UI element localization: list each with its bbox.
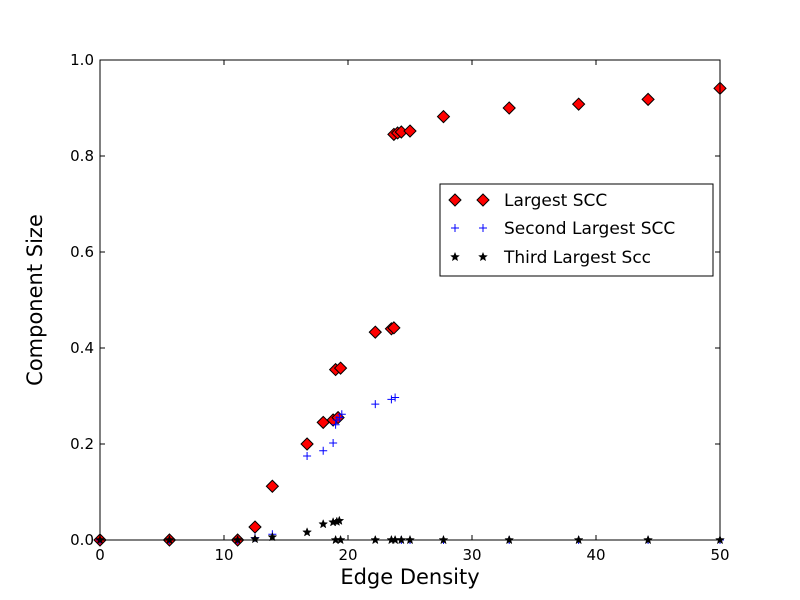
x-tick-label: 30 [462, 546, 481, 564]
plot-frame [99, 59, 721, 541]
x-tick-label: 50 [710, 546, 729, 564]
x-tick-label: 10 [214, 546, 233, 564]
y-tick-label: 0.0 [70, 531, 94, 549]
x-tick-label: 40 [586, 546, 605, 564]
legend-marker [450, 251, 460, 262]
data-point [302, 527, 313, 537]
data-point [334, 515, 345, 526]
y-tick-label: 0.8 [70, 147, 94, 165]
legend-label-third-largest-scc: Third Largest Scc [503, 248, 651, 268]
data-layer [93, 81, 727, 547]
data-point [300, 437, 314, 451]
data-point [333, 361, 348, 375]
legend-markers [448, 193, 490, 262]
legend-marker [451, 224, 459, 232]
data-point [502, 101, 516, 115]
y-tick-label: 1.0 [70, 51, 94, 69]
data-point [318, 518, 329, 529]
data-point [641, 92, 655, 107]
y-tick-label: 0.2 [70, 435, 94, 453]
data-point [331, 420, 340, 429]
x-tick-label: 20 [338, 546, 357, 564]
data-point [329, 439, 338, 448]
y-tick-label: 0.4 [70, 339, 94, 357]
x-axis-title: Edge Density [340, 565, 479, 589]
data-point [391, 393, 400, 402]
legend-marker [476, 193, 490, 207]
legend-marker [478, 251, 488, 262]
legend-label-second-largest-scc: Second Largest SCC [504, 219, 675, 239]
data-point [250, 533, 260, 544]
data-point [316, 415, 330, 430]
data-point [368, 325, 382, 339]
data-point [337, 410, 346, 419]
series-second-largest-scc [96, 393, 724, 544]
data-point [436, 109, 451, 124]
data-point [319, 446, 328, 455]
data-point [265, 479, 280, 493]
data-point [267, 531, 278, 542]
series-largest-scc [93, 81, 727, 547]
data-point [387, 321, 401, 335]
legend: Largest SCC Second Largest SCC Third Lar… [439, 183, 714, 277]
data-point [403, 124, 417, 138]
tick-layer: 0 10 20 30 40 50 0.0 0.2 0.4 0.6 0.8 1.0 [70, 51, 729, 564]
legend-marker [479, 224, 487, 232]
data-point [387, 395, 396, 404]
data-point [371, 400, 380, 409]
data-point [571, 97, 586, 111]
y-axis-title: Component Size [23, 214, 47, 386]
legend-marker [448, 193, 462, 207]
data-point [303, 452, 312, 460]
legend-label-largest-scc: Largest SCC [504, 191, 607, 211]
x-tick-label: 0 [95, 546, 105, 564]
y-tick-label: 0.6 [70, 243, 94, 261]
data-point [248, 520, 262, 534]
